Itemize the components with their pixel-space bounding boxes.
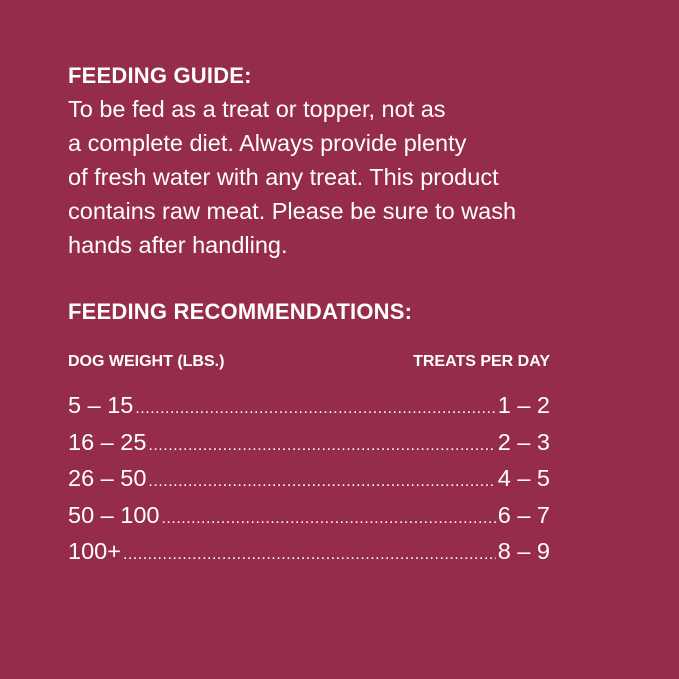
treats-cell: 4 – 5 <box>497 465 550 491</box>
table-row: 100+ 8 – 9 <box>68 535 550 572</box>
dot-leader <box>148 429 495 463</box>
table-header: DOG WEIGHT (LBS.) TREATS PER DAY <box>68 352 550 372</box>
feeding-guide-text: To be fed as a treat or topper, not as a… <box>68 92 588 262</box>
treats-cell: 8 – 9 <box>497 538 550 564</box>
weight-cell: 50 – 100 <box>68 501 160 528</box>
weight-cell: 5 – 15 <box>68 392 134 418</box>
recommendations-title: FEEDING RECOMMENDATIONS: <box>68 299 413 324</box>
feeding-panel: FEEDING GUIDE: To be fed as a treat or t… <box>68 62 588 572</box>
dot-leader <box>123 538 496 572</box>
guide-line: a complete diet. Always provide plenty <box>68 130 467 156</box>
table-row: 16 – 25 2 – 3 <box>68 426 550 463</box>
table-row: 50 – 100 6 – 7 <box>68 499 550 536</box>
guide-line: of fresh water with any treat. This prod… <box>68 164 499 190</box>
dot-leader <box>161 502 495 536</box>
guide-line: contains raw meat. Please be sure to was… <box>68 198 517 224</box>
feeding-guide-title: FEEDING GUIDE: <box>68 63 252 88</box>
weight-cell: 100+ <box>68 538 121 564</box>
column-header-treats: TREATS PER DAY <box>413 353 550 370</box>
treats-cell: 2 – 3 <box>497 428 550 455</box>
table-row: 5 – 15 1 – 2 <box>68 389 550 426</box>
dot-leader <box>135 392 495 426</box>
dot-leader <box>148 465 495 499</box>
treats-cell: 6 – 7 <box>497 501 550 528</box>
treats-cell: 1 – 2 <box>497 392 550 418</box>
column-header-weight: DOG WEIGHT (LBS.) <box>68 353 225 370</box>
weight-cell: 26 – 50 <box>68 465 147 491</box>
guide-line: hands after handling. <box>68 232 288 258</box>
table-row: 26 – 50 4 – 5 <box>68 462 550 499</box>
recommendations-table: 5 – 15 1 – 2 16 – 25 2 – 3 26 – 50 4 – 5 50… <box>68 389 550 572</box>
guide-line: To be fed as a treat or topper, not as <box>68 96 446 122</box>
weight-cell: 16 – 25 <box>68 428 147 455</box>
